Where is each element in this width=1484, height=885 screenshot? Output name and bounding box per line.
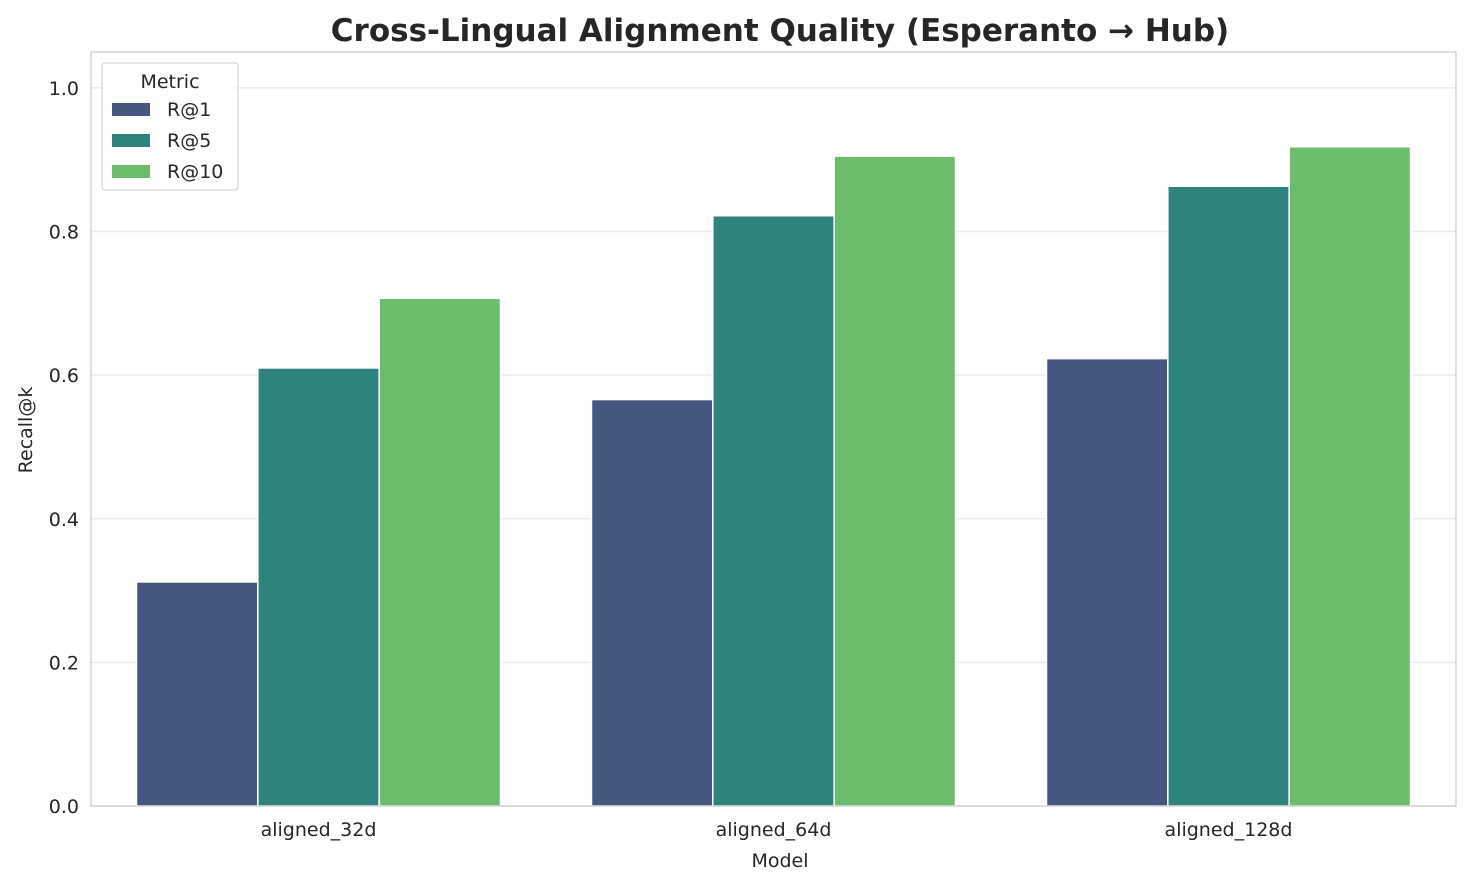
legend-swatch <box>112 165 150 178</box>
y-axis-label: Recall@k <box>15 387 37 474</box>
legend-swatch <box>112 134 150 147</box>
x-tick-label: aligned_32d <box>261 819 377 841</box>
bars <box>135 146 1412 807</box>
x-tick-label: aligned_128d <box>1165 819 1293 841</box>
y-tick-label: 0.0 <box>49 796 79 818</box>
y-tick-label: 0.4 <box>49 509 79 531</box>
bar-R@5-aligned_64d <box>712 214 835 807</box>
y-tick-label: 0.2 <box>49 652 79 674</box>
x-tick-label: aligned_64d <box>716 819 832 841</box>
bar-R@1-aligned_32d <box>135 581 259 807</box>
bar-R@5-aligned_32d <box>257 367 380 807</box>
y-tick-label: 0.6 <box>49 365 79 387</box>
bar-R@10-aligned_64d <box>833 155 957 807</box>
legend-title: Metric <box>140 71 199 93</box>
legend-swatch <box>112 103 150 116</box>
legend-box <box>101 62 239 191</box>
legend: Metric R@1 R@5 R@10 <box>101 62 239 191</box>
bar-R@5-aligned_128d <box>1167 185 1290 807</box>
bar-R@1-aligned_128d <box>1045 357 1169 807</box>
bar-R@1-aligned_64d <box>590 398 714 807</box>
chart-title: Cross-Lingual Alignment Quality (Esperan… <box>331 13 1229 49</box>
y-tick-label: 1.0 <box>49 78 79 100</box>
y-tick-labels: 0.0 0.2 0.4 0.6 0.8 1.0 <box>49 78 79 818</box>
x-tick-labels: aligned_32d aligned_64d aligned_128d <box>261 819 1293 841</box>
plot-frame <box>90 51 1457 807</box>
legend-label: R@10 <box>167 161 223 183</box>
legend-label: R@1 <box>167 99 211 121</box>
y-tick-label: 0.8 <box>49 222 79 244</box>
bar-R@10-aligned_32d <box>378 297 502 807</box>
legend-label: R@5 <box>167 130 211 152</box>
x-axis-label: Model <box>751 850 808 872</box>
bar-R@10-aligned_128d <box>1288 146 1412 807</box>
